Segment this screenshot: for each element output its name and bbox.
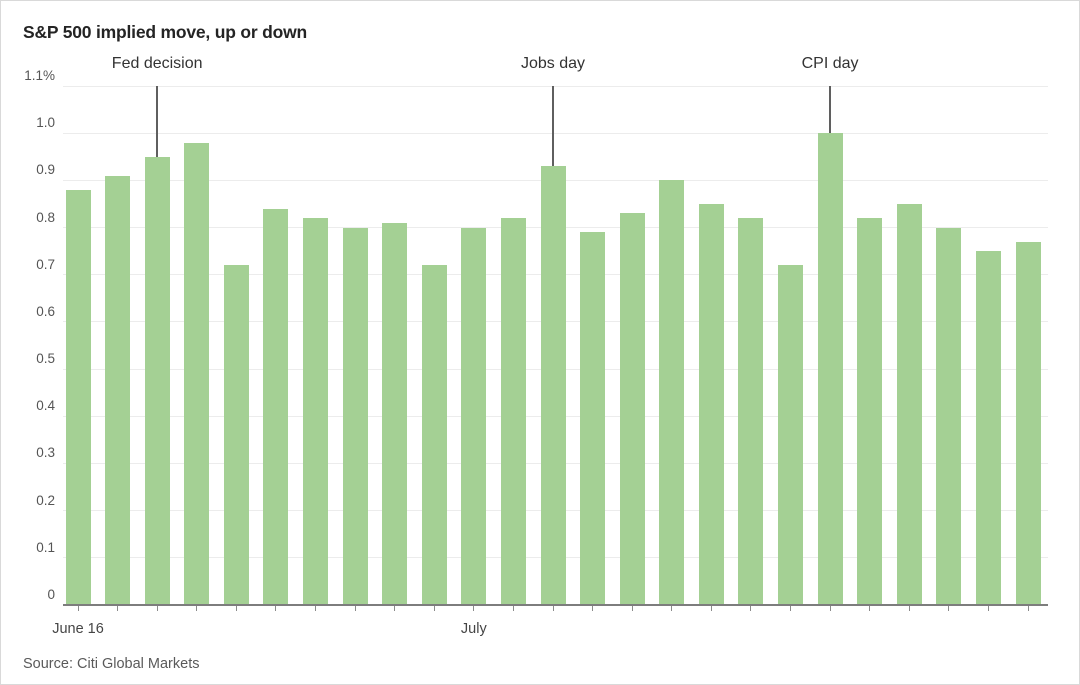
gridline bbox=[63, 132, 1048, 134]
bar bbox=[896, 203, 922, 605]
x-tick bbox=[156, 606, 158, 611]
x-tick bbox=[275, 606, 277, 611]
x-tick bbox=[750, 606, 752, 611]
bar bbox=[738, 218, 764, 605]
source-note: Source: Citi Global Markets bbox=[23, 656, 200, 672]
bar bbox=[382, 222, 408, 605]
x-tick bbox=[552, 606, 554, 611]
bar bbox=[1015, 241, 1041, 605]
y-axis-label: 0.8 bbox=[36, 209, 55, 225]
annotation-label: Jobs day bbox=[520, 55, 586, 72]
bar bbox=[421, 265, 447, 605]
annotation-line bbox=[552, 86, 554, 167]
annotation-line bbox=[829, 86, 831, 134]
x-tick bbox=[473, 606, 475, 611]
bar bbox=[936, 227, 962, 605]
x-axis-label: July bbox=[460, 621, 487, 637]
x-tick bbox=[710, 606, 712, 611]
y-axis-label: 0.1 bbox=[36, 539, 55, 555]
bar bbox=[105, 175, 131, 605]
bar bbox=[540, 166, 566, 605]
gridline bbox=[63, 85, 1048, 87]
x-tick bbox=[1027, 606, 1029, 611]
y-axis-label: 0.4 bbox=[36, 398, 55, 414]
bar bbox=[698, 203, 724, 605]
bar bbox=[619, 213, 645, 605]
x-tick bbox=[433, 606, 435, 611]
x-tick bbox=[394, 606, 396, 611]
x-tick bbox=[196, 606, 198, 611]
y-axis-label: 1.0 bbox=[36, 115, 55, 131]
annotation-line bbox=[156, 86, 158, 157]
y-axis-label: 1.1% bbox=[24, 68, 55, 83]
bar bbox=[184, 142, 210, 605]
annotation-label: CPI day bbox=[801, 55, 859, 72]
y-axis-label: 0.2 bbox=[36, 492, 55, 508]
x-tick bbox=[512, 606, 514, 611]
x-tick bbox=[829, 606, 831, 611]
bar bbox=[223, 265, 249, 605]
x-axis-line bbox=[63, 604, 1048, 606]
x-tick bbox=[948, 606, 950, 611]
x-tick bbox=[77, 606, 79, 611]
x-tick bbox=[235, 606, 237, 611]
x-tick bbox=[869, 606, 871, 611]
bar bbox=[778, 265, 803, 605]
y-axis-label: 0.5 bbox=[36, 351, 55, 367]
bar bbox=[65, 189, 91, 605]
bar bbox=[500, 218, 526, 605]
annotation-label: Fed decision bbox=[111, 55, 203, 72]
bar bbox=[303, 218, 328, 605]
bar bbox=[342, 227, 368, 605]
x-tick bbox=[987, 606, 989, 611]
x-tick bbox=[790, 606, 791, 611]
bar bbox=[659, 180, 685, 605]
x-tick bbox=[117, 606, 119, 611]
bar bbox=[857, 218, 883, 605]
x-tick bbox=[671, 606, 673, 611]
x-tick bbox=[631, 606, 633, 611]
bar bbox=[144, 156, 170, 605]
y-axis-label: 0 bbox=[47, 587, 55, 602]
chart-title: S&P 500 implied move, up or down bbox=[23, 22, 308, 42]
x-tick bbox=[315, 606, 316, 611]
x-tick bbox=[592, 606, 594, 611]
bar bbox=[461, 227, 487, 605]
y-axis-label: 0.6 bbox=[36, 303, 55, 319]
y-axis-label: 0.3 bbox=[36, 445, 55, 461]
y-axis-label: 0.7 bbox=[36, 256, 55, 272]
x-tick bbox=[354, 606, 356, 611]
bar bbox=[975, 251, 1001, 605]
bar bbox=[817, 133, 843, 605]
bar bbox=[580, 232, 606, 605]
y-axis-label: 0.9 bbox=[36, 162, 55, 178]
bar bbox=[263, 208, 289, 605]
x-tick bbox=[908, 606, 910, 611]
x-axis-label: June 16 bbox=[52, 621, 104, 637]
